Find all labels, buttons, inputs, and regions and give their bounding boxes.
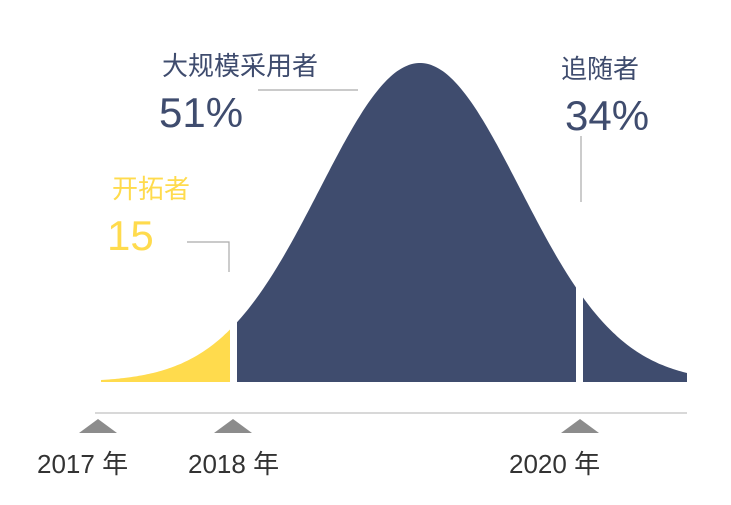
segment-area-mass-adopters <box>237 63 576 382</box>
curve-segments <box>101 63 687 382</box>
x-axis-marker-2018 <box>214 419 252 433</box>
followers-label: 追随者 <box>561 55 639 85</box>
pioneers-value: 15 <box>107 212 154 259</box>
segment-area-followers <box>583 297 687 382</box>
pioneers-label: 开拓者 <box>112 175 190 205</box>
mass-adopters-label: 大规模采用者 <box>162 52 318 82</box>
x-axis-marker-2020 <box>561 419 599 433</box>
x-axis-markers <box>79 419 599 433</box>
mass-adopters-value: 51% <box>159 89 243 136</box>
x-tick-label-2017: 2017 年 <box>37 449 128 479</box>
leader-line-pioneers <box>187 241 230 272</box>
x-tick-label-2020: 2020 年 <box>509 449 600 479</box>
x-axis-marker-2017 <box>79 419 117 433</box>
segment-area-pioneers <box>101 329 230 382</box>
followers-value: 34% <box>565 92 649 139</box>
x-tick-label-2018: 2018 年 <box>188 449 279 479</box>
